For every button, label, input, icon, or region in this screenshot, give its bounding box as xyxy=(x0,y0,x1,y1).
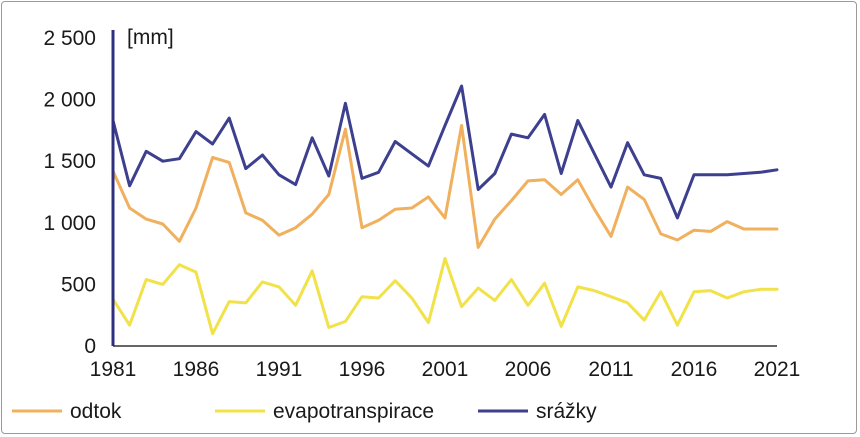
x-tick-label: 1996 xyxy=(339,358,386,381)
y-tick-label: 500 xyxy=(61,273,96,296)
legend-label: srážky xyxy=(536,400,597,423)
legend-label: odtok xyxy=(70,400,122,423)
y-tick-label: 1 000 xyxy=(43,212,96,235)
unit-label: [mm] xyxy=(127,26,174,49)
x-tick-label: 1986 xyxy=(173,358,220,381)
plot-lines xyxy=(111,84,779,336)
x-tick-label: 1981 xyxy=(90,358,137,381)
series-line-odtok xyxy=(111,124,779,249)
y-tick-labels: 0 500 1 000 1 500 2 000 2 500 xyxy=(43,27,96,358)
series-line-evapotranspirace xyxy=(111,257,779,336)
x-tick-labels: 1981 1986 1991 1996 2001 2006 2011 2016 2021 xyxy=(90,358,801,381)
y-tick-label: 0 xyxy=(84,335,96,358)
x-tick-label: 2006 xyxy=(505,358,552,381)
x-tick-label: 2011 xyxy=(588,358,633,381)
y-tick-label: 1 500 xyxy=(43,150,96,173)
x-tick-label: 2016 xyxy=(671,358,718,381)
x-tick-label: 2021 xyxy=(754,358,801,381)
legend-label: evapotranspirace xyxy=(273,400,434,423)
legend: odtok evapotranspirace srážky xyxy=(12,400,597,423)
x-tick-label: 2001 xyxy=(422,358,469,381)
x-tick-label: 1991 xyxy=(256,358,303,381)
y-tick-label: 2 000 xyxy=(43,89,96,112)
y-tick-label: 2 500 xyxy=(43,27,96,50)
series-line-srazky xyxy=(111,84,779,220)
